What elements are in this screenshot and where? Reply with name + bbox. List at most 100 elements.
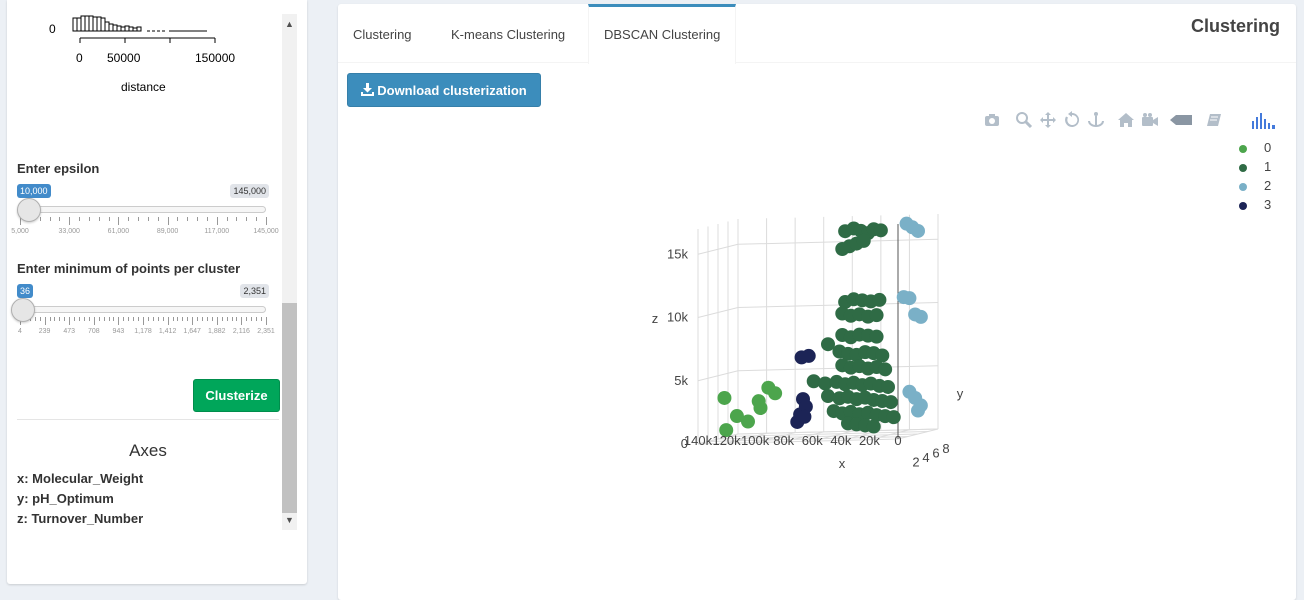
cluster-1-point[interactable] xyxy=(881,379,895,394)
cluster-1-point[interactable] xyxy=(875,348,890,363)
hover-closest-icon[interactable] xyxy=(1169,111,1193,129)
cluster-1-point[interactable] xyxy=(883,395,898,410)
cluster-0-point[interactable] xyxy=(768,386,783,401)
download-clusterization-button[interactable]: Download clusterization xyxy=(347,73,541,107)
slider-track[interactable] xyxy=(20,206,266,213)
cluster-1-point[interactable] xyxy=(873,223,888,238)
scrollbar-thumb[interactable] xyxy=(282,303,297,513)
plot-modebar xyxy=(983,111,1283,131)
histogram-bar xyxy=(112,24,118,32)
cluster-1-point[interactable] xyxy=(869,308,884,323)
slider-grid-label: 117,000 xyxy=(204,228,230,235)
epsilon-slider[interactable]: 10,000 145,000 5,000 33,000 61,000 89,000 11… xyxy=(11,184,279,244)
tab-dbscan-clustering[interactable]: DBSCAN Clustering xyxy=(588,4,737,64)
zoom-icon[interactable] xyxy=(1015,111,1033,129)
cluster-3-point[interactable] xyxy=(797,409,812,424)
scatter-plot-svg[interactable]: 140k 120k 100k 80k 60k 40k 20k 0 x 2 4 6 8 y 0 5k 10k 15k… xyxy=(638,184,978,484)
slider-tick xyxy=(202,317,204,321)
cluster-2-point[interactable] xyxy=(911,223,925,238)
cluster-2-point[interactable] xyxy=(911,403,925,418)
slider-tick xyxy=(246,317,248,321)
cluster-1-point[interactable] xyxy=(856,233,871,248)
save-camera-icon[interactable] xyxy=(1141,111,1159,129)
histogram-bars xyxy=(72,15,142,32)
slider-tick xyxy=(157,317,159,321)
slider-ticks xyxy=(20,217,267,227)
z-tick-label: 5k xyxy=(674,373,688,388)
toggle-spikelines-icon[interactable] xyxy=(1205,111,1223,129)
epsilon-label: Enter epsilon xyxy=(17,161,100,176)
cluster-1-point[interactable] xyxy=(821,337,835,352)
clusterize-button[interactable]: Clusterize xyxy=(193,379,280,412)
slider-tick xyxy=(98,317,100,321)
histogram-bar xyxy=(76,17,82,32)
slider-max-badge: 2,351 xyxy=(240,284,269,298)
plotly-logo-icon[interactable] xyxy=(1251,111,1277,129)
divider xyxy=(17,419,279,420)
cluster-1-point[interactable] xyxy=(872,292,887,307)
legend-item[interactable]: 3 xyxy=(1236,196,1296,215)
cluster-1-point[interactable] xyxy=(818,376,833,391)
chevron-up-icon[interactable]: ▲ xyxy=(285,19,294,29)
cluster-0-point[interactable] xyxy=(719,423,734,438)
slider-tick xyxy=(20,217,21,225)
slider-tick xyxy=(118,317,120,325)
sidebar-scrollbar[interactable]: ▲ ▼ xyxy=(282,14,297,530)
cluster-0-point[interactable] xyxy=(717,390,732,405)
grid-line xyxy=(697,307,739,319)
slider-grid-label: 708 xyxy=(87,328,100,335)
turntable-rotation-icon[interactable] xyxy=(1087,111,1105,129)
x-tick-label: 120k xyxy=(712,433,741,448)
slider-tick xyxy=(49,217,51,221)
x-axis-title: x xyxy=(839,456,846,471)
axis-x-mapping: x: Molecular_Weight xyxy=(17,471,144,486)
cluster-3-point[interactable] xyxy=(801,348,816,363)
min-points-slider[interactable]: 36 2,351 4 239 473 708 943 1,178 1,412 1,647 1,8… xyxy=(11,284,275,344)
slider-tick xyxy=(138,217,140,221)
slider-handle[interactable] xyxy=(17,198,42,222)
cluster-2-point[interactable] xyxy=(913,309,928,324)
legend-label: 1 xyxy=(1264,159,1272,174)
slider-handle[interactable] xyxy=(11,298,36,322)
slider-tick xyxy=(152,317,154,321)
cluster-0-point[interactable] xyxy=(753,401,768,416)
z-tick-label: 10k xyxy=(667,310,688,325)
pan-icon[interactable] xyxy=(1039,111,1057,129)
cluster-0-point[interactable] xyxy=(741,414,755,429)
orbit-rotation-icon[interactable] xyxy=(1063,111,1081,129)
cluster-1-point[interactable] xyxy=(835,241,850,256)
cluster-1-point[interactable] xyxy=(866,419,881,434)
cluster-1-point[interactable] xyxy=(821,389,835,404)
grid-line xyxy=(697,438,899,445)
slider-track[interactable] xyxy=(20,306,266,313)
cluster-1-point[interactable] xyxy=(869,329,884,344)
cluster-2-point[interactable] xyxy=(902,291,917,306)
reset-camera-icon[interactable] xyxy=(1117,111,1135,129)
cluster-0-point[interactable] xyxy=(729,409,744,424)
legend-item[interactable]: 1 xyxy=(1236,158,1296,177)
chevron-down-icon[interactable]: ▼ xyxy=(285,515,294,525)
y-tick-label: 6 xyxy=(932,446,939,461)
slider-value-badge: 10,000 xyxy=(17,184,51,198)
legend-marker xyxy=(1239,183,1247,191)
cluster-1-point[interactable] xyxy=(886,410,901,425)
slider-grid-label: 1,412 xyxy=(158,328,177,335)
cluster-1-point[interactable] xyxy=(806,374,821,389)
tab-kmeans-clustering[interactable]: K-means Clustering xyxy=(451,27,566,42)
slider-tick xyxy=(128,317,130,321)
dbscan-3d-scatter[interactable]: 140k 120k 100k 80k 60k 40k 20k 0 x 2 4 6 8 y 0 5k 10k 15k… xyxy=(638,184,978,484)
tab-clustering[interactable]: Clustering xyxy=(353,27,412,42)
legend-marker xyxy=(1239,145,1247,153)
legend-item[interactable]: 0 xyxy=(1236,139,1296,158)
slider-tick xyxy=(226,217,228,221)
slider-tick xyxy=(93,317,95,325)
cluster-1-point[interactable] xyxy=(878,362,893,377)
legend-label: 2 xyxy=(1264,178,1272,193)
histogram-bar xyxy=(116,25,122,32)
camera-icon[interactable] xyxy=(983,111,1001,129)
slider-tick xyxy=(261,317,263,321)
slider-tick xyxy=(147,217,149,221)
histogram-bar xyxy=(120,26,126,32)
slider-grid-label: 239 xyxy=(38,328,51,335)
legend-item[interactable]: 2 xyxy=(1236,177,1296,196)
